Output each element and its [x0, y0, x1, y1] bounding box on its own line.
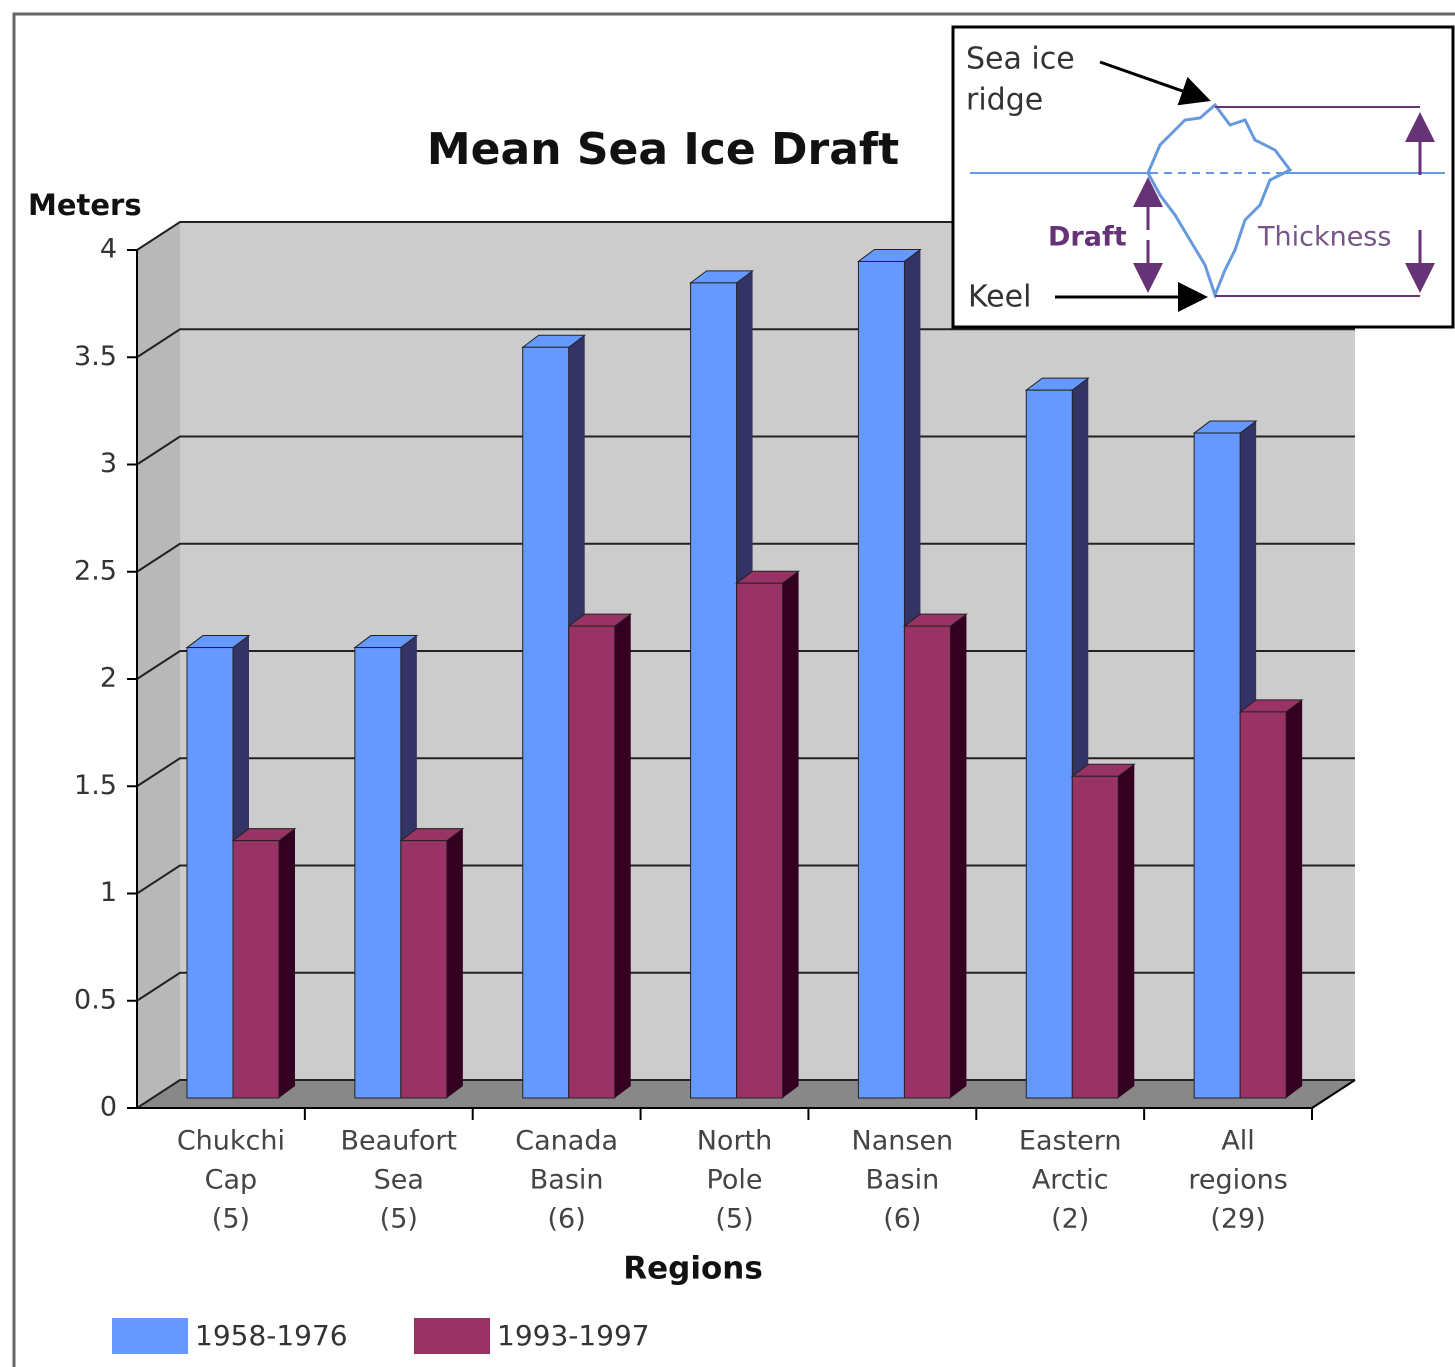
x-axis-label: Regions	[623, 1251, 763, 1287]
y-tick-label: 0	[100, 1092, 117, 1123]
bar	[690, 282, 738, 1099]
x-tick-label: Basin	[865, 1165, 939, 1196]
bar	[568, 625, 616, 1099]
x-axis-end	[1311, 1079, 1356, 1109]
x-tick-label: Pole	[707, 1165, 763, 1196]
x-tick-label: Basin	[530, 1165, 604, 1196]
ridge-label: ridge	[966, 83, 1043, 118]
plot: 0 0.5 1 1.5 2 2.5 3 3.5 4 Chukchi Cap (5) Beaufort Se…	[74, 221, 1356, 1235]
draft-label: Draft	[1048, 222, 1127, 253]
legend-label: 1958-1976	[195, 1319, 348, 1352]
ridge-label: Sea ice	[966, 42, 1075, 77]
bar	[354, 647, 402, 1099]
x-tick-label: (5)	[715, 1204, 753, 1235]
x-tick-label: Cap	[205, 1165, 258, 1196]
ice-ridge	[1146, 102, 1293, 300]
bar	[857, 260, 905, 1099]
x-tick-label: (5)	[380, 1204, 418, 1235]
bar-side	[1118, 764, 1135, 1098]
bar	[1071, 775, 1119, 1099]
grid-line	[136, 435, 1355, 466]
bar	[522, 346, 570, 1099]
grid-line	[136, 542, 1355, 573]
bar	[400, 840, 448, 1099]
legend-swatch	[414, 1318, 490, 1354]
x-tick-label: regions	[1188, 1165, 1287, 1196]
y-tick-label: 1	[100, 877, 117, 908]
x-tick-label: Arctic	[1032, 1165, 1109, 1196]
x-tick-label: Sea	[374, 1165, 424, 1196]
x-tick-label: Eastern	[1019, 1126, 1122, 1157]
y-axis-label: Meters	[28, 188, 142, 222]
grid-line	[136, 328, 1355, 359]
y-tick-label: 1.5	[74, 770, 117, 801]
x-tick-label: North	[697, 1126, 773, 1157]
bar-side	[614, 614, 631, 1098]
y-tick-label: 2.5	[74, 555, 117, 586]
y-tick-label: 0.5	[74, 984, 117, 1015]
x-tick-label: Beaufort	[341, 1126, 458, 1157]
bar-side	[279, 828, 295, 1098]
chart-title: Mean Sea Ice Draft	[427, 124, 899, 175]
thickness-label: Thickness	[1257, 222, 1391, 253]
bar	[1025, 389, 1073, 1099]
x-tick-label: Chukchi	[177, 1126, 285, 1157]
y-tick-label: 3	[100, 448, 117, 479]
ridge-arrow	[1099, 60, 1211, 106]
bar	[1239, 711, 1287, 1099]
x-tick-label: (6)	[883, 1204, 921, 1235]
legend-label: 1993-1997	[497, 1319, 650, 1352]
keel-label: Keel	[968, 280, 1031, 315]
inset: Sea ice ridge Draft Thickness Keel	[951, 25, 1455, 329]
x-tick-label: Nansen	[852, 1126, 954, 1157]
x-tick-label: All	[1221, 1126, 1254, 1157]
legend-swatch	[112, 1318, 188, 1354]
bar	[1193, 432, 1241, 1099]
bar	[232, 840, 280, 1099]
bar	[736, 582, 784, 1099]
y-tick-label: 2	[100, 663, 117, 694]
bar-side	[782, 571, 799, 1098]
bar-side	[950, 614, 967, 1098]
bar	[186, 647, 234, 1099]
x-tick-label: (5)	[212, 1204, 250, 1235]
bar-side	[446, 828, 463, 1098]
x-tick-label: Canada	[515, 1126, 618, 1157]
bar-side	[1286, 699, 1303, 1098]
x-tick-label: (29)	[1210, 1204, 1265, 1235]
bar	[903, 625, 951, 1099]
y-tick-label: 3.5	[74, 341, 117, 372]
x-tick-label: (6)	[548, 1204, 586, 1235]
x-tick-label: (2)	[1051, 1204, 1089, 1235]
y-tick-label: 4	[100, 234, 117, 265]
